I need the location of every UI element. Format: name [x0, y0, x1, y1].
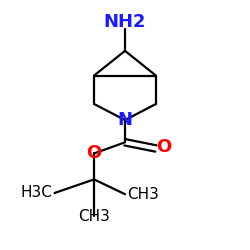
Text: O: O	[86, 144, 102, 162]
Text: CH3: CH3	[128, 187, 159, 202]
Text: O: O	[156, 138, 171, 156]
Text: N: N	[118, 111, 132, 129]
Text: NH2: NH2	[104, 14, 146, 32]
Text: H3C: H3C	[20, 186, 52, 200]
Text: CH3: CH3	[78, 209, 110, 224]
